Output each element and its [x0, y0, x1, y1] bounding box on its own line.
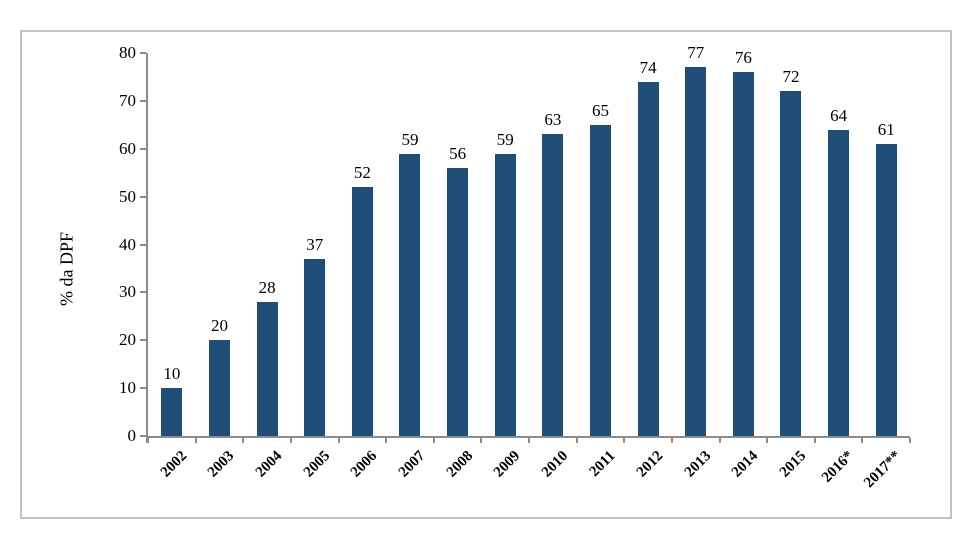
bar [351, 187, 373, 436]
y-axis-tick-label: 70 [119, 90, 136, 110]
x-axis-tick [289, 438, 292, 443]
chart-frame: % da DPF 0 10 20 30 40 50 60 70 80 10 2002 20 2003 28… [20, 30, 952, 519]
x-axis-category-label: 2011 [586, 448, 619, 480]
x-axis-line [146, 436, 910, 438]
bar [685, 67, 707, 436]
x-axis-tick [909, 438, 911, 443]
x-axis-tick [813, 438, 816, 443]
bar-value-label: 74 [639, 58, 657, 77]
x-axis-tick [718, 438, 721, 443]
bar [875, 144, 897, 436]
x-axis-tick [766, 438, 769, 443]
x-axis-tick [861, 438, 864, 443]
x-axis-category-label: 2005 [300, 448, 334, 481]
y-axis-tick [140, 387, 146, 390]
y-axis-tick [140, 243, 146, 246]
bar [399, 154, 421, 436]
y-axis-tick-label: 20 [119, 330, 136, 350]
x-axis-category-label: 2007 [395, 448, 429, 481]
y-axis-tick-label: 50 [119, 186, 136, 206]
bar-value-label: 61 [877, 120, 895, 139]
x-axis-category-label: 2010 [538, 448, 572, 481]
bar-value-label: 37 [306, 235, 324, 254]
bar [780, 91, 802, 436]
x-axis-category-label: 2009 [490, 448, 524, 481]
bar [304, 259, 326, 436]
y-axis-tick-label: 40 [119, 234, 136, 254]
y-axis-tick [140, 435, 146, 437]
bar [637, 82, 659, 436]
y-axis-tick [140, 99, 146, 102]
y-axis-tick [140, 339, 146, 342]
bar-value-label: 77 [687, 43, 705, 62]
bar-value-label: 20 [210, 316, 228, 335]
bar-value-label: 52 [353, 163, 371, 182]
x-axis-tick [480, 438, 483, 443]
x-axis-category-label: 2017** [861, 448, 905, 492]
y-axis-title: % da DPF [56, 231, 77, 307]
bar [161, 388, 183, 436]
x-axis-category-label: 2013 [681, 448, 715, 481]
x-axis-tick [528, 438, 530, 443]
x-axis-tick [194, 438, 197, 443]
x-axis-category-label: 2004 [252, 448, 286, 481]
bar [494, 154, 516, 436]
x-axis-tick [337, 438, 340, 443]
bar [542, 134, 564, 436]
y-axis-tick-label: 10 [119, 378, 136, 398]
bar-value-label: 72 [782, 67, 800, 86]
y-axis-tick [140, 195, 146, 198]
y-axis-tick-label: 60 [119, 138, 136, 158]
bar [828, 130, 850, 436]
bar [256, 302, 278, 436]
x-axis-tick [385, 438, 388, 443]
bar-value-label: 76 [734, 48, 752, 67]
x-axis-tick [432, 438, 435, 443]
x-axis-category-label: 2002 [157, 448, 191, 481]
y-axis-tick-label: 0 [127, 426, 137, 445]
x-axis-category-label: 2016* [819, 448, 857, 486]
bar-value-label: 56 [449, 144, 467, 163]
bar [732, 72, 754, 436]
x-axis-tick [670, 438, 673, 443]
y-axis-tick [140, 52, 146, 54]
bar-value-label: 10 [163, 364, 181, 383]
x-axis-category-label: 2012 [633, 448, 667, 481]
x-axis-tick [623, 438, 626, 443]
y-axis-tick [140, 291, 146, 294]
bar-value-label: 64 [830, 106, 848, 125]
bar [589, 125, 611, 436]
x-axis-category-label: 2006 [348, 448, 381, 481]
bar-value-label: 63 [544, 110, 562, 129]
bar [447, 168, 469, 436]
x-axis-category-label: 2003 [205, 448, 238, 481]
bar-value-label: 65 [591, 101, 609, 120]
x-axis-category-label: 2015 [776, 448, 810, 481]
bar-value-label: 59 [401, 130, 419, 149]
x-axis-tick [575, 438, 578, 443]
bar-value-label: 59 [496, 130, 514, 149]
x-axis-category-label: 2008 [443, 448, 476, 481]
y-axis-line [146, 53, 148, 443]
y-axis-tick-label: 80 [119, 43, 136, 62]
y-axis-tick [140, 147, 146, 150]
x-axis-tick [147, 438, 149, 443]
bar-value-label: 28 [258, 278, 276, 297]
x-axis-category-label: 2014 [729, 448, 762, 481]
bar [208, 340, 230, 436]
y-axis-tick-label: 30 [119, 282, 136, 302]
x-axis-tick [242, 438, 245, 443]
